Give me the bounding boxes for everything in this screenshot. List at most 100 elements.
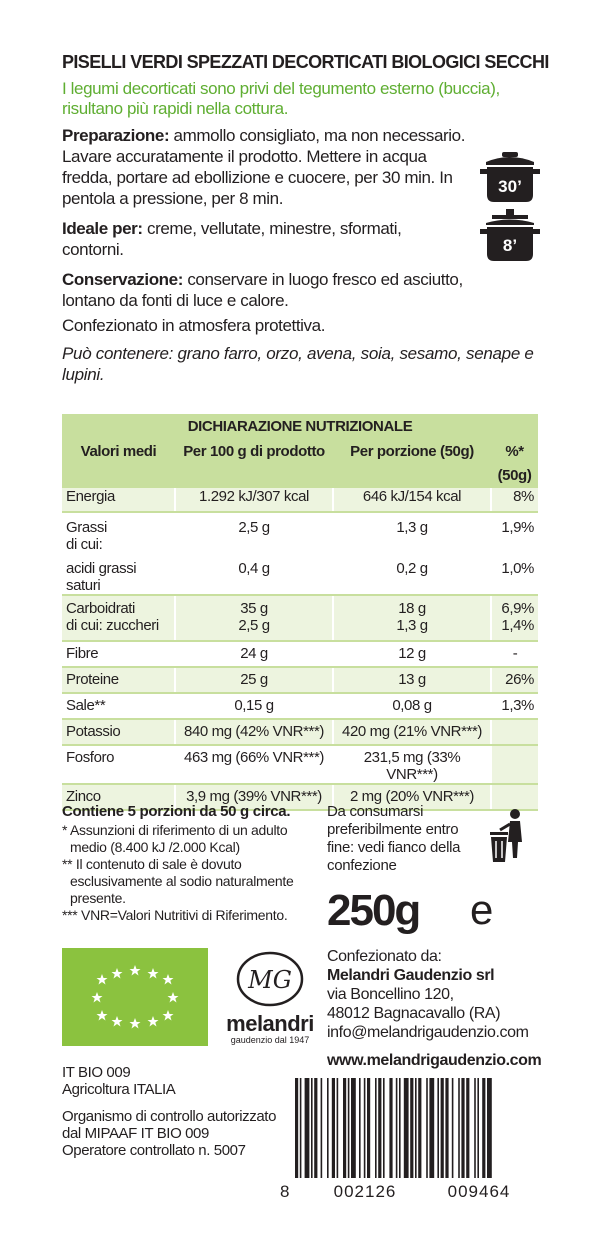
value-percent bbox=[491, 719, 538, 746]
nutrient-name: Carboidrati bbox=[62, 595, 176, 617]
packer-email[interactable]: info@melandrigaudenzio.com bbox=[327, 1024, 529, 1041]
barcode-bar bbox=[395, 1078, 398, 1178]
value-portion: 0,08 g bbox=[333, 693, 492, 720]
cert-origin: Agricoltura ITALIA bbox=[62, 1081, 176, 1098]
eu-organic-leaf-icon bbox=[62, 948, 208, 1046]
value-100g: 0,4 g bbox=[175, 556, 334, 596]
nutrient-name: acidi grassi saturi bbox=[62, 556, 176, 596]
net-weight: 250g bbox=[327, 886, 421, 935]
preparation-label: Preparazione: bbox=[62, 126, 170, 145]
table-row: Proteine 25 g 13 g 26% bbox=[62, 667, 538, 694]
value-100g: 463 mg (66% VNR***) bbox=[175, 745, 334, 785]
barcode-bar bbox=[466, 1078, 470, 1178]
barcode-bar bbox=[383, 1078, 385, 1178]
table-row: di cui: bbox=[62, 536, 538, 556]
allergen-warning: Può contenere: grano farro, orzo, avena,… bbox=[62, 344, 534, 384]
value-100g: 0,15 g bbox=[175, 693, 334, 720]
notes-block: Contiene 5 porzioni da 50 g circa. * Ass… bbox=[62, 803, 317, 924]
value-portion: 18 g bbox=[333, 595, 492, 617]
value-portion: 13 g bbox=[333, 667, 492, 694]
nutrient-name: Fibre bbox=[62, 641, 176, 668]
barcode-bar bbox=[320, 1078, 323, 1178]
value-100g: 840 mg (42% VNR***) bbox=[175, 719, 334, 746]
barcode-bar bbox=[375, 1078, 377, 1178]
footnote-reference-intake: * Assunzioni di riferimento di un adulto… bbox=[62, 822, 288, 855]
value-percent: 1,4% bbox=[491, 617, 538, 642]
packer-city: 48012 Bagnacavallo (RA) bbox=[327, 1005, 501, 1022]
barcode-bar bbox=[458, 1078, 460, 1178]
value-portion: 12 g bbox=[333, 641, 492, 668]
table-row: Zinco 3,9 mg (39% VNR***) 2 mg (20% VNR*… bbox=[62, 784, 538, 811]
certification-block: IT BIO 009 Agricoltura ITALIA Organismo … bbox=[62, 1064, 302, 1159]
melandri-logo: MG melandri gaudenzio dal 1947 bbox=[220, 950, 320, 1050]
nutrient-name: Proteine bbox=[62, 667, 176, 694]
footnote-salt: ** Il contenuto di sale è dovuto esclusi… bbox=[62, 856, 294, 906]
table-row: Grassi 2,5 g 1,3 g 1,9% bbox=[62, 512, 538, 536]
barcode-bar bbox=[461, 1078, 465, 1178]
nutrient-name: Sale** bbox=[62, 693, 176, 720]
barcode-bar bbox=[410, 1078, 414, 1178]
ideal-block: Ideale per: creme, vellutate, minestre, … bbox=[62, 218, 467, 260]
ideal-label: Ideale per: bbox=[62, 219, 143, 238]
cert-code: IT BIO 009 bbox=[62, 1064, 131, 1081]
barcode-bar bbox=[429, 1078, 435, 1178]
ideal-text: creme, vellutate, minestre, sformati, co… bbox=[62, 219, 402, 259]
barcode-bar bbox=[482, 1078, 486, 1178]
barcode bbox=[295, 1078, 530, 1178]
value-percent: 26% bbox=[491, 667, 538, 694]
nutrition-table: DICHIARAZIONE NUTRIZIONALE Valori medi P… bbox=[62, 414, 538, 811]
brand-tagline: gaudenzio dal 1947 bbox=[230, 1035, 310, 1045]
value-portion: 646 kJ/154 kcal bbox=[333, 488, 492, 513]
trash-bin-person-icon bbox=[488, 808, 530, 875]
brand-monogram: MG bbox=[247, 966, 292, 994]
barcode-bar bbox=[304, 1078, 310, 1178]
value-100g: 35 g bbox=[175, 595, 334, 617]
value-portion: 231,5 mg (33% VNR***) bbox=[333, 745, 492, 785]
pot-time: 30’ bbox=[498, 177, 522, 196]
barcode-bar bbox=[403, 1078, 409, 1178]
barcode-bar bbox=[295, 1078, 299, 1178]
website-link[interactable]: www.melandrigaudenzio.com bbox=[327, 1052, 542, 1069]
barcode-digit-first: 8 bbox=[280, 1182, 291, 1201]
barcode-digit-right: 009464 bbox=[447, 1182, 511, 1201]
nutrient-subheading: di cui: bbox=[62, 536, 538, 556]
barcode-bar bbox=[477, 1078, 479, 1178]
barcode-bar bbox=[487, 1078, 492, 1178]
col-header: Per porzione (50g) bbox=[333, 440, 491, 488]
value-portion: 0,2 g bbox=[333, 556, 492, 596]
packer-block: Confezionato da: Melandri Gaudenzio srl … bbox=[327, 947, 577, 1042]
barcode-bar bbox=[399, 1078, 401, 1178]
preparation-text: ammollo consigliato, ma non necessario. … bbox=[62, 126, 466, 208]
value-100g: 25 g bbox=[175, 667, 334, 694]
packaging-text: Confezionato in atmosfera protettiva. bbox=[62, 316, 326, 335]
barcode-bar bbox=[474, 1078, 476, 1178]
pressure-time: 8’ bbox=[503, 236, 517, 255]
value-100g: 2,5 g bbox=[175, 512, 334, 536]
storage-label: Conservazione: bbox=[62, 270, 183, 289]
packer-company: Melandri Gaudenzio srl bbox=[327, 967, 495, 984]
packer-street: via Boncellino 120, bbox=[327, 986, 454, 1003]
barcode-bar bbox=[343, 1078, 347, 1178]
barcode-bar bbox=[426, 1078, 428, 1178]
nutrition-header-row: Valori medi Per 100 g di prodotto Per po… bbox=[62, 440, 538, 488]
barcode-bar bbox=[437, 1078, 439, 1178]
barcode-bar bbox=[440, 1078, 444, 1178]
col-header: Per 100 g di prodotto bbox=[175, 440, 333, 488]
expiry-text: Da consumarsi preferibilmente entro fine… bbox=[327, 803, 461, 874]
cert-operator: Operatore controllato n. 5007 bbox=[62, 1142, 246, 1159]
value-percent: 8% bbox=[491, 488, 538, 513]
barcode-digit-left: 002126 bbox=[333, 1182, 397, 1201]
barcode-bar bbox=[445, 1078, 449, 1178]
barcode-bar bbox=[351, 1078, 356, 1178]
value-100g: 1.292 kJ/307 kcal bbox=[175, 488, 334, 513]
value-100g: 2,5 g bbox=[175, 617, 334, 642]
value-100g: 3,9 mg (39% VNR***) bbox=[175, 784, 334, 811]
col-header: Valori medi bbox=[62, 440, 175, 488]
barcode-bar bbox=[418, 1078, 422, 1178]
nutrient-name: di cui: zuccheri bbox=[62, 617, 176, 642]
storage-text: conservare in luogo fresco ed asciutto, … bbox=[62, 270, 463, 310]
cert-body-line1: Organismo di controllo autorizzato bbox=[62, 1108, 277, 1125]
table-row: acidi grassi saturi 0,4 g 0,2 g 1,0% bbox=[62, 556, 538, 596]
barcode-digits: 8 002126 009464 bbox=[280, 1182, 540, 1202]
value-portion: 2 mg (20% VNR***) bbox=[333, 784, 492, 811]
